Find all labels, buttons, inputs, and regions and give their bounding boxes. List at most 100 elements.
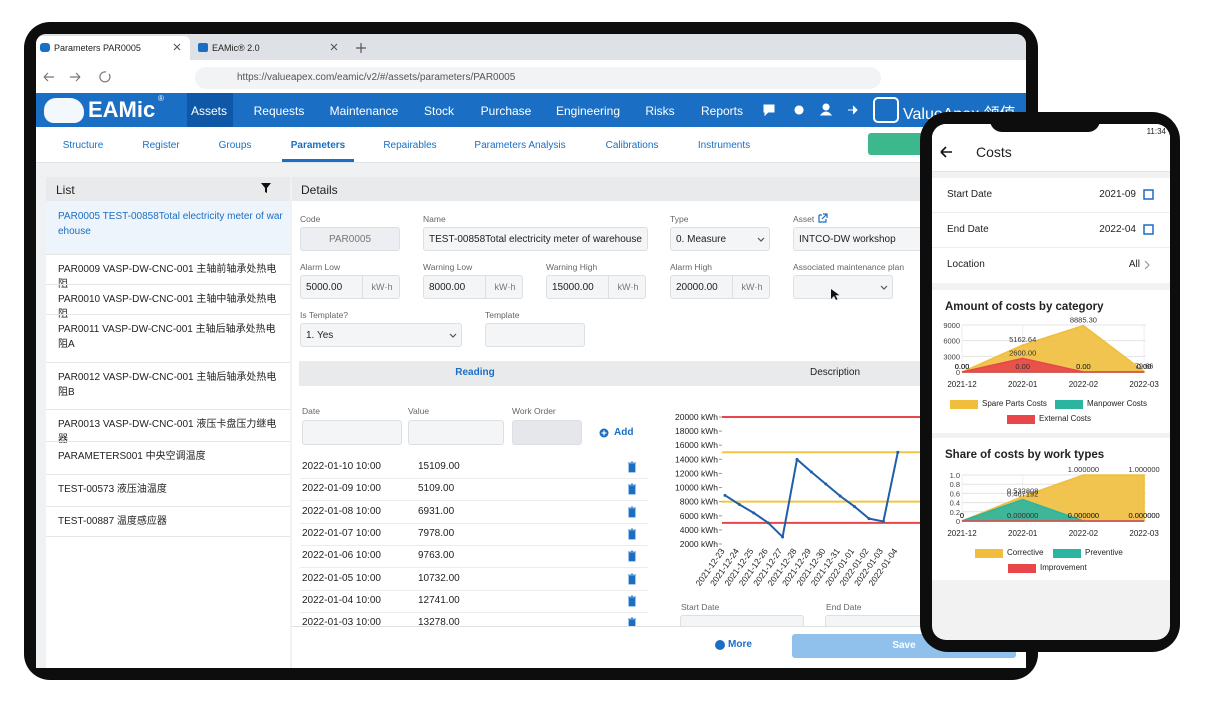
y-tick-label: 0.6: [950, 489, 960, 498]
sub-nav-item[interactable]: Structure: [62, 140, 104, 151]
readings-tab[interactable]: Description: [809, 367, 861, 378]
tab-title[interactable]: EAMic® 2.0: [212, 43, 260, 53]
legend-label[interactable]: Spare Parts Costs: [982, 399, 1047, 408]
list-item[interactable]: TEST-00573 液压油温度: [58, 484, 167, 495]
tab-icon: [40, 43, 50, 52]
field-input[interactable]: [423, 275, 523, 299]
reading-input[interactable]: [408, 420, 504, 445]
list-item[interactable]: TEST-00887 温度感应器: [58, 516, 167, 527]
filter-label: Start Date: [947, 189, 993, 200]
reading-value: 7978.00: [418, 527, 455, 539]
data-label: 0.00: [1076, 362, 1091, 371]
nav-item[interactable]: Reports: [700, 104, 744, 118]
field-label: Template: [485, 310, 520, 320]
legend-swatch: [1007, 415, 1035, 424]
sub-nav: [36, 127, 1026, 163]
readings-tab[interactable]: Reading: [455, 367, 495, 378]
nav-item[interactable]: Requests: [253, 104, 305, 118]
reading-input[interactable]: [512, 420, 582, 445]
field-unit: kW·h: [741, 282, 763, 292]
filter-value[interactable]: All: [1128, 259, 1140, 270]
field-input[interactable]: [300, 323, 462, 347]
field-input[interactable]: [670, 275, 770, 299]
nav-item[interactable]: Stock: [423, 104, 454, 118]
row-divider: [300, 544, 648, 546]
add-icon-plus: [601, 430, 607, 436]
data-label: 0.467192: [1007, 490, 1038, 499]
list-item[interactable]: PAR0010 VASP-DW-CNC-001 主轴中轴承处热电阻: [58, 294, 277, 320]
add-button[interactable]: Add: [614, 427, 634, 438]
field-input[interactable]: [793, 275, 893, 299]
cost-chart: 00.20.40.60.81.0 2021-12 2022-01 2022-02 202…: [947, 465, 1159, 538]
filter-value[interactable]: 2022-04: [1099, 224, 1136, 235]
y-tick-label: 0: [956, 517, 960, 526]
nav-item[interactable]: Purchase: [480, 104, 532, 118]
legend-label[interactable]: Manpower Costs: [1087, 399, 1148, 408]
sub-nav-item[interactable]: Parameters Analysis: [474, 140, 566, 151]
trend-chart: 20000 kWh 18000 kWh 16000 kWh 14000 kWh 1200…: [675, 412, 926, 588]
save-label[interactable]: Save: [892, 640, 916, 651]
field-input[interactable]: [300, 227, 400, 251]
logo-text: EAMic: [88, 97, 156, 122]
y-tick-label: 3000: [943, 352, 960, 361]
filter-label: End Date: [947, 224, 989, 235]
delete-icon: [628, 528, 636, 540]
data-label: 1.000000: [1128, 465, 1159, 474]
nav-item[interactable]: Maintenance: [329, 104, 399, 118]
tab-active[interactable]: [36, 36, 190, 60]
data-label: 5162.64: [1009, 335, 1036, 344]
date-filter-label: End Date: [826, 602, 862, 612]
more-button[interactable]: More: [728, 639, 752, 650]
action-button[interactable]: [868, 133, 930, 155]
nav-item[interactable]: Assets: [190, 104, 227, 118]
delete-icon: [628, 461, 636, 473]
field-input[interactable]: [793, 227, 923, 251]
field-divider: [362, 275, 363, 299]
app-title: Costs: [976, 144, 1012, 160]
trend-point: [723, 493, 727, 497]
legend-label[interactable]: External Costs: [1039, 414, 1092, 423]
list-divider: [46, 536, 290, 537]
list-item[interactable]: PAR0012 VASP-DW-CNC-001 主轴后轴承处热电阻B: [58, 372, 277, 398]
list-item[interactable]: PAR0009 VASP-DW-CNC-001 主轴前轴承处热电阻: [58, 264, 277, 290]
legend-label[interactable]: Preventive: [1085, 548, 1123, 557]
field-input[interactable]: [485, 323, 585, 347]
readings-tabs: [299, 361, 949, 386]
url-text[interactable]: https://valueapex.com/eamic/v2/#/assets/…: [237, 72, 516, 83]
field-value: 5000.00: [306, 282, 343, 293]
field-input[interactable]: [300, 275, 400, 299]
y-tick-label: 20000 kWh: [675, 412, 718, 422]
field-input[interactable]: [546, 275, 646, 299]
trend-point: [896, 450, 900, 454]
sub-nav-item[interactable]: Parameters: [290, 140, 346, 151]
nav-item[interactable]: Risks: [645, 104, 675, 118]
sub-nav-item[interactable]: Repairables: [383, 140, 437, 151]
add-icon: [599, 428, 609, 438]
sub-nav-item[interactable]: Groups: [218, 140, 252, 151]
field-input[interactable]: [670, 227, 770, 251]
data-label: 0.000000: [1128, 511, 1159, 520]
list-item[interactable]: PARAMETERS001 中央空调温度: [58, 451, 206, 462]
phone-screen: 11:34 Costs Start Date 2021-09 End Date 2022-…: [932, 124, 1170, 640]
list-item[interactable]: PAR0013 VASP-DW-CNC-001 液压卡盘压力继电器: [58, 419, 277, 445]
calendar-icon-shape: [1143, 189, 1154, 200]
legend-label[interactable]: Corrective: [1007, 548, 1044, 557]
list-item[interactable]: PAR0005 TEST-00858Total electricity mete…: [58, 211, 283, 237]
reading-input[interactable]: [302, 420, 402, 445]
list-header: [46, 177, 290, 201]
tab-title[interactable]: Parameters PAR0005: [54, 43, 141, 53]
sub-nav-item[interactable]: Register: [142, 140, 180, 151]
filter-icon: [261, 183, 271, 193]
sub-nav-item[interactable]: Calibrations: [605, 140, 659, 151]
list-item-selected: [46, 201, 290, 255]
list-item[interactable]: PAR0011 VASP-DW-CNC-001 主轴后轴承处热电阻A: [58, 324, 276, 350]
legend-label[interactable]: Improvement: [1040, 563, 1087, 572]
nav-item[interactable]: Engineering: [555, 104, 621, 118]
filter-value[interactable]: 2021-09: [1099, 189, 1136, 200]
reading-date: 2022-01-05 10:00: [302, 572, 381, 584]
sub-nav-item[interactable]: Instruments: [697, 140, 751, 151]
field-value: 1. Yes: [306, 330, 334, 341]
x-tick-label: 2021-12: [947, 529, 977, 538]
field-input[interactable]: [423, 227, 648, 251]
list-divider: [46, 362, 290, 363]
